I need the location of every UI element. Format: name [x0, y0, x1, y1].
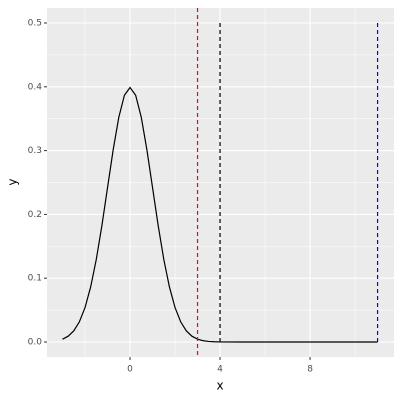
- x-axis-label: x: [216, 379, 223, 393]
- y-tick-label: 0.2: [28, 210, 42, 220]
- x-tick-label: 0: [127, 365, 133, 375]
- y-tick-label: 0.0: [28, 338, 43, 348]
- y-tick-label: 0.1: [28, 274, 42, 284]
- x-tick-label: 4: [217, 365, 223, 375]
- y-tick-label: 0.5: [28, 18, 42, 28]
- y-tick-label: 0.3: [28, 146, 42, 156]
- y-axis-label: y: [6, 178, 20, 185]
- x-tick-label: 8: [307, 365, 313, 375]
- y-tick-label: 0.4: [28, 82, 43, 92]
- line: [62, 86, 378, 343]
